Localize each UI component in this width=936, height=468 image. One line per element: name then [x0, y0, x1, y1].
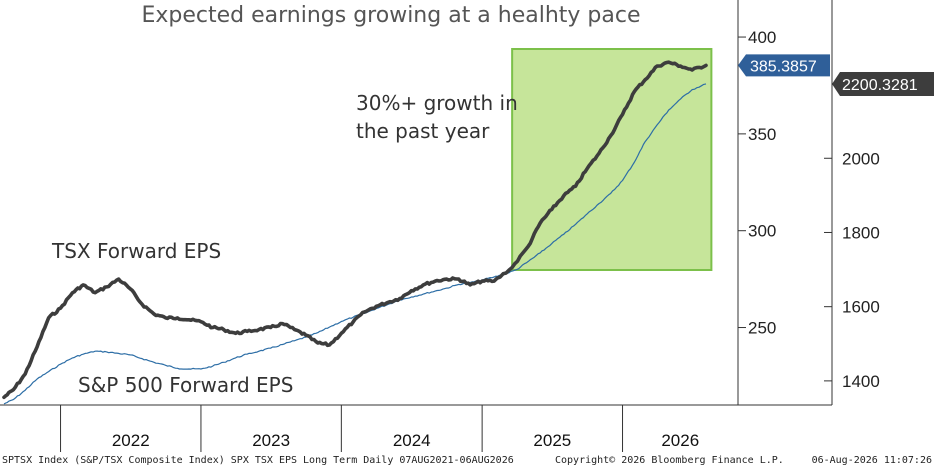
spx-last-value: 2200.3281 [842, 77, 918, 94]
highlight-box [511, 48, 713, 271]
left-tick-label: 350 [748, 125, 776, 144]
chart-title: Expected earnings growing at a healhty p… [141, 3, 640, 28]
annotation-line-2: the past year [356, 119, 490, 143]
tsx-last-value: 385.3857 [750, 58, 817, 75]
left-tick-label: 300 [748, 222, 776, 241]
right-tick-label: 1600 [842, 298, 880, 317]
footer-copyright: Copyright© 2026 Bloomberg Finance L.P. [555, 455, 784, 466]
x-tick-label: 2022 [112, 431, 150, 450]
tsx-series-label: TSX Forward EPS [51, 239, 221, 263]
annotation-line-1: 30%+ growth in [356, 91, 518, 115]
right-tick-label: 1400 [842, 372, 880, 391]
spx-eps-line [3, 83, 707, 405]
footer-timestamp: 06-Aug-2026 11:07:26 [812, 455, 932, 466]
x-tick-label: 2024 [393, 431, 431, 450]
spx-series-label: S&P 500 Forward EPS [78, 373, 293, 397]
x-tick-label: 2025 [533, 431, 571, 450]
footer-source: SPTSX Index (S&P/TSX Composite Index) SP… [2, 455, 514, 466]
right-tick-label: 2000 [842, 149, 880, 168]
right-tick-label: 1800 [842, 223, 880, 242]
x-tick-label: 2026 [661, 431, 699, 450]
left-tick-label: 400 [748, 28, 776, 47]
spx-last-value-tag [832, 71, 934, 96]
left-tick-label: 250 [748, 319, 776, 338]
tsx-last-value-tag [738, 54, 830, 77]
tsx-eps-line [2, 60, 708, 400]
x-tick-label: 2023 [252, 431, 290, 450]
